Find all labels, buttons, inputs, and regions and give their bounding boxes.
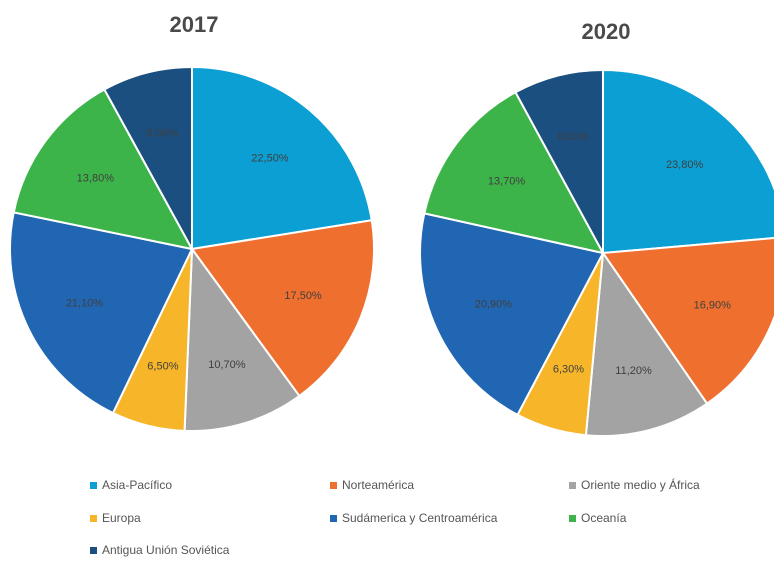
slice-data-label: 10,70% [208, 359, 246, 371]
pie-slice [103, 65, 193, 250]
slice-data-label: 13,80% [77, 173, 115, 185]
slice-data-label: 8,00% [558, 131, 589, 143]
pie-slice [183, 246, 301, 432]
slice-data-label: 20,90% [475, 299, 513, 311]
chart-title-2020: 2020 [581, 19, 631, 44]
slice-data-label: 11,20% [615, 365, 652, 377]
slice-data-label: 16,90% [694, 299, 732, 311]
slice-data-label: 6,30% [553, 364, 584, 376]
pie-slice [190, 219, 375, 398]
slice-data-label: 23,80% [666, 159, 704, 171]
pie-slice [601, 237, 774, 405]
pie-slice [12, 88, 194, 251]
pie-slice [9, 211, 194, 415]
pie-slice [584, 250, 709, 437]
slice-data-label: 13,70% [488, 175, 526, 187]
slice-data-label: 22,50% [251, 153, 289, 165]
pie-slice [514, 68, 604, 254]
slice-data-label: 17,50% [284, 290, 322, 302]
slice-data-label: 21,10% [66, 297, 104, 309]
pie-slice [419, 212, 605, 417]
chart-title-2017: 2017 [169, 12, 219, 37]
pie-slice [602, 68, 774, 255]
slice-data-label: 6,50% [147, 361, 178, 373]
pie-slice [423, 90, 605, 255]
pie-slice [191, 65, 373, 251]
slice-data-label: 8,00% [147, 128, 178, 140]
